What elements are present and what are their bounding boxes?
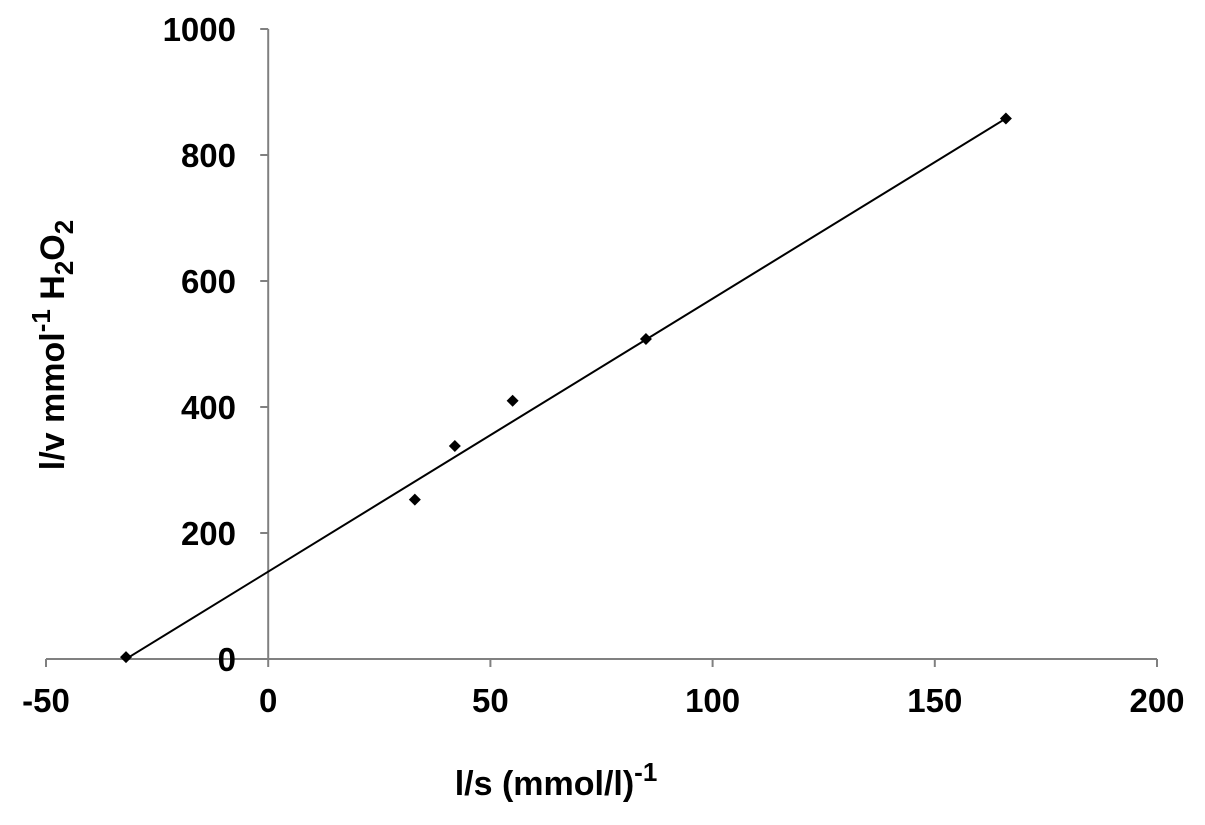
data-point [448, 440, 461, 453]
x-tick-label: 150 [907, 682, 962, 719]
data-point [506, 394, 519, 407]
y-axis-title-part-1: l/v mmol [34, 332, 72, 470]
data-points [119, 112, 1012, 664]
y-tick-label: 400 [181, 389, 236, 426]
y-axis-title-part-2: H [34, 275, 72, 309]
x-axis-title: l/s (mmol/l)-1 [455, 757, 658, 803]
trendline [125, 117, 1007, 660]
data-point [999, 112, 1012, 125]
y-axis-title-subscript-2: 2 [49, 220, 79, 234]
axes [46, 29, 1157, 660]
tick-marks [45, 28, 1158, 667]
data-point [408, 493, 421, 506]
data-point [119, 651, 132, 664]
x-tick-label: 100 [685, 682, 740, 719]
x-tick-label: -50 [22, 682, 70, 719]
tick-labels: -50 0 50 100 150 200 0 200 400 600 800 1000 [22, 11, 1184, 719]
y-tick-label: 800 [181, 137, 236, 174]
y-tick-label: 0 [218, 641, 236, 678]
x-axis-title-text: l/s (mmol/l) [455, 765, 634, 803]
x-tick-label: 50 [472, 682, 509, 719]
trendline-layer [125, 117, 1007, 660]
y-tick-label: 1000 [163, 11, 236, 48]
y-tick-label: 200 [181, 515, 236, 552]
x-axis-title-superscript: -1 [634, 757, 657, 787]
y-tick-label: 600 [181, 263, 236, 300]
data-point [639, 332, 652, 345]
y-axis-title: l/v mmol-1 H2O2 [26, 220, 79, 470]
x-tick-label: 0 [259, 682, 277, 719]
y-axis-title-part-3: O [34, 234, 72, 260]
y-axis-title-superscript: -1 [26, 309, 56, 332]
y-axis-title-subscript-1: 2 [49, 261, 79, 275]
x-tick-label: 200 [1129, 682, 1184, 719]
